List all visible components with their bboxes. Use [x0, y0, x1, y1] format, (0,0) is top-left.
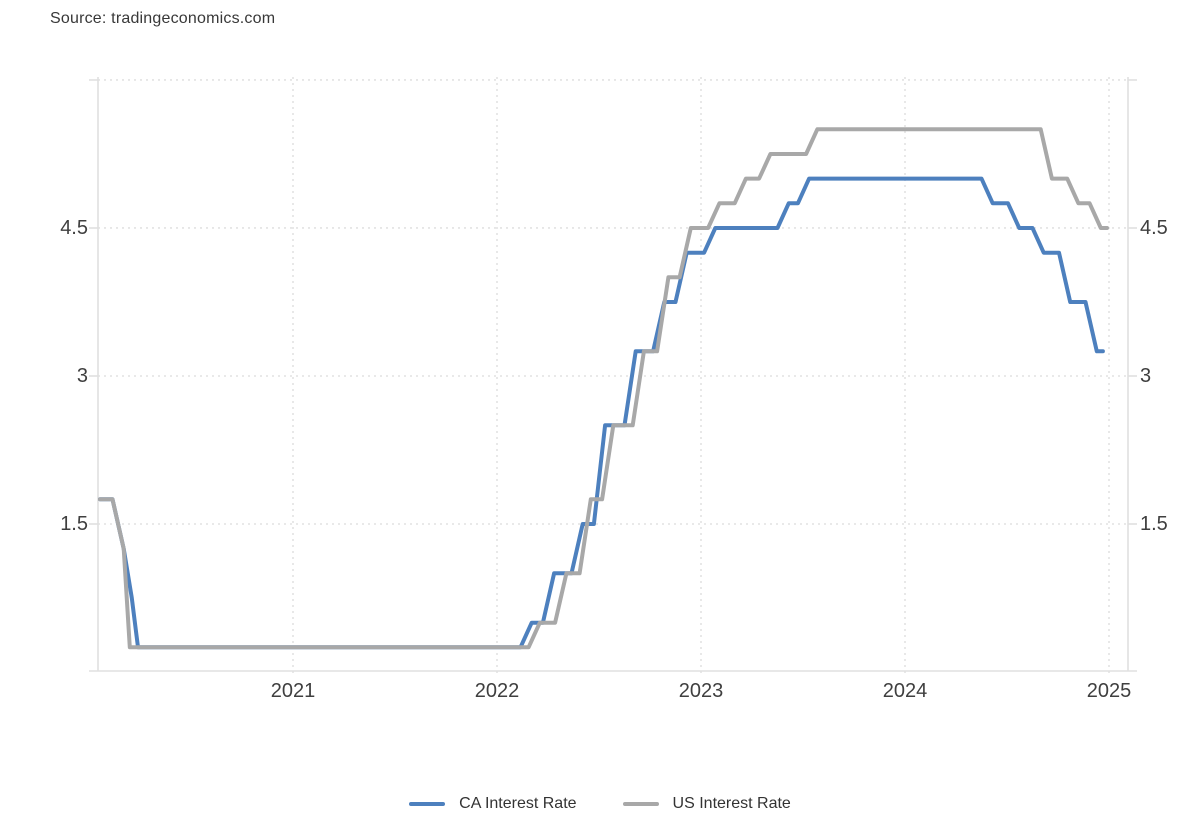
- x-axis-label-2021: 2021: [270, 680, 316, 702]
- legend: CA Interest Rate US Interest Rate: [0, 790, 1200, 818]
- y-axis-label-left-4.5: 4.5: [60, 216, 88, 239]
- legend-item-us[interactable]: US Interest Rate: [622, 795, 791, 813]
- y-axis-label-left-1.5: 1.5: [60, 512, 88, 535]
- ca-interest-rate-line: [98, 176, 1105, 650]
- legend-label-ca: CA Interest Rate: [459, 795, 577, 812]
- x-axis-label-2025: 2025: [1086, 680, 1132, 702]
- ca-line-swatch-icon: [409, 802, 446, 806]
- y-axis-label-right-3: 3: [1140, 364, 1152, 387]
- legend-label-us: US Interest Rate: [672, 795, 791, 812]
- us-line-swatch-icon: [622, 802, 659, 806]
- y-axis-label-right-4.5: 4.5: [1140, 216, 1168, 239]
- y-axis-label-right-1.5: 1.5: [1140, 512, 1168, 535]
- y-axis-label-left-3: 3: [76, 364, 88, 387]
- us-interest-rate-line: [98, 127, 1109, 650]
- legend-item-ca[interactable]: CA Interest Rate: [409, 795, 577, 813]
- x-axis-label-2023: 2023: [678, 680, 724, 702]
- x-axis-label-2024: 2024: [882, 680, 928, 702]
- source-label: Source: tradingeconomics.com: [50, 10, 276, 27]
- x-axis-label-2022: 2022: [474, 680, 520, 702]
